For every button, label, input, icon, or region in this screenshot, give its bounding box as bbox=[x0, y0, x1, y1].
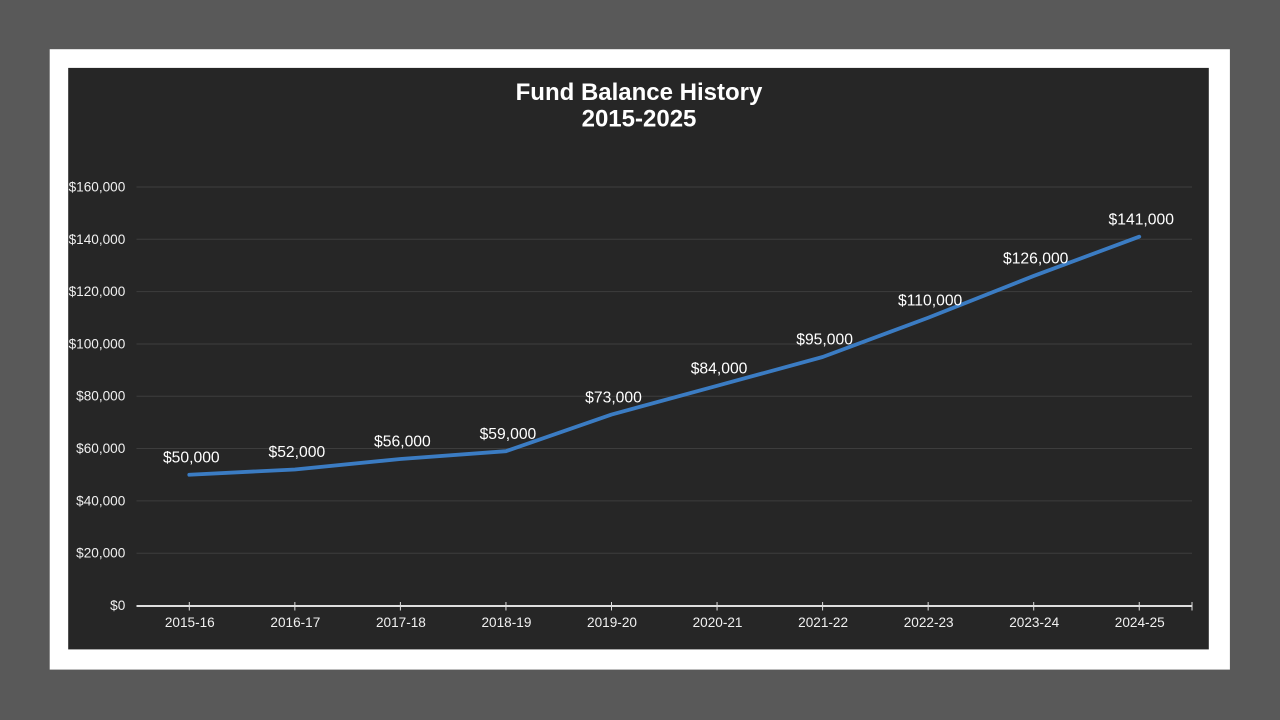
svg-text:$50,000: $50,000 bbox=[163, 449, 220, 466]
svg-text:2021-22: 2021-22 bbox=[798, 615, 848, 630]
svg-text:$52,000: $52,000 bbox=[268, 444, 325, 461]
svg-text:$95,000: $95,000 bbox=[796, 332, 853, 349]
svg-text:Fund Balance History: Fund Balance History bbox=[516, 79, 763, 106]
svg-text:2017-18: 2017-18 bbox=[376, 615, 426, 630]
svg-text:$80,000: $80,000 bbox=[76, 389, 126, 404]
svg-text:$60,000: $60,000 bbox=[76, 441, 126, 456]
svg-text:$100,000: $100,000 bbox=[69, 336, 126, 351]
svg-text:2023-24: 2023-24 bbox=[1009, 615, 1059, 630]
svg-text:$59,000: $59,000 bbox=[480, 426, 537, 443]
svg-text:2019-20: 2019-20 bbox=[587, 615, 637, 630]
svg-text:$120,000: $120,000 bbox=[69, 284, 126, 299]
svg-text:$40,000: $40,000 bbox=[76, 493, 126, 508]
svg-text:2020-21: 2020-21 bbox=[693, 615, 743, 630]
svg-text:2016-17: 2016-17 bbox=[270, 615, 320, 630]
svg-text:$140,000: $140,000 bbox=[69, 232, 126, 247]
svg-text:$0: $0 bbox=[110, 598, 126, 613]
svg-text:$20,000: $20,000 bbox=[76, 546, 126, 561]
svg-text:$126,000: $126,000 bbox=[1003, 251, 1069, 268]
svg-text:$110,000: $110,000 bbox=[898, 293, 963, 310]
svg-text:2018-19: 2018-19 bbox=[482, 615, 532, 630]
svg-text:2024-25: 2024-25 bbox=[1115, 615, 1165, 630]
svg-text:2022-23: 2022-23 bbox=[904, 615, 954, 630]
svg-text:2015-16: 2015-16 bbox=[165, 615, 215, 630]
svg-text:$84,000: $84,000 bbox=[691, 361, 748, 378]
svg-text:$160,000: $160,000 bbox=[69, 180, 126, 195]
svg-text:$141,000: $141,000 bbox=[1109, 211, 1175, 228]
svg-text:2015-2025: 2015-2025 bbox=[582, 106, 697, 133]
svg-text:$56,000: $56,000 bbox=[374, 434, 431, 451]
svg-text:$73,000: $73,000 bbox=[585, 389, 642, 406]
